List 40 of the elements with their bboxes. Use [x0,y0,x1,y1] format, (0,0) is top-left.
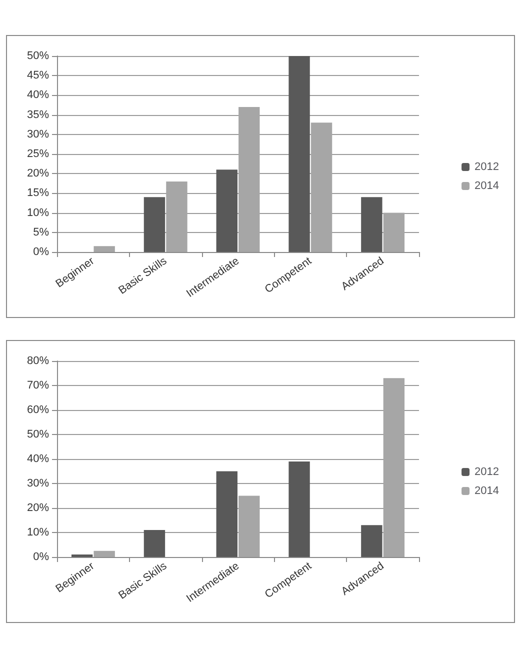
y-tick-label: 60% [26,404,50,416]
bar [238,496,260,557]
y-tick-label: 80% [26,355,50,367]
y-tick-label: 10% [26,526,50,538]
bar [238,106,260,252]
bar [361,525,382,557]
y-tick-label: 0% [33,551,50,563]
bar [94,550,115,557]
y-tick-label: 10% [26,206,50,219]
bar [288,56,310,252]
legend-label: 2012 [474,466,500,478]
y-tick-label: 20% [26,168,50,180]
legend-label: 2012 [474,161,500,173]
y-tick-label: 30% [26,478,50,490]
y-tick-label: 0% [33,246,50,258]
bar [216,170,238,252]
y-tick-label: 20% [26,502,50,514]
y-tick-label: 50% [26,50,50,62]
y-tick-label: 40% [26,89,50,102]
bar [383,212,405,252]
legend-label: 2014 [474,180,500,192]
y-tick-label: 70% [26,380,50,392]
bar [144,197,166,252]
y-tick-label: 25% [26,148,50,160]
bar [361,197,382,252]
bar [383,378,405,557]
bar [288,461,310,557]
bar [166,181,188,252]
y-tick-label: 45% [26,70,50,82]
y-tick-label: 30% [26,128,50,140]
y-tick-label: 15% [26,187,50,200]
bar [310,122,332,252]
bar [216,471,238,557]
bar [144,530,166,557]
y-tick-label: 50% [26,428,50,440]
y-tick-label: 35% [26,108,50,121]
bar [94,246,115,252]
legend-label: 2014 [474,485,500,497]
y-tick-label: 5% [33,226,50,238]
y-tick-label: 40% [26,453,50,465]
